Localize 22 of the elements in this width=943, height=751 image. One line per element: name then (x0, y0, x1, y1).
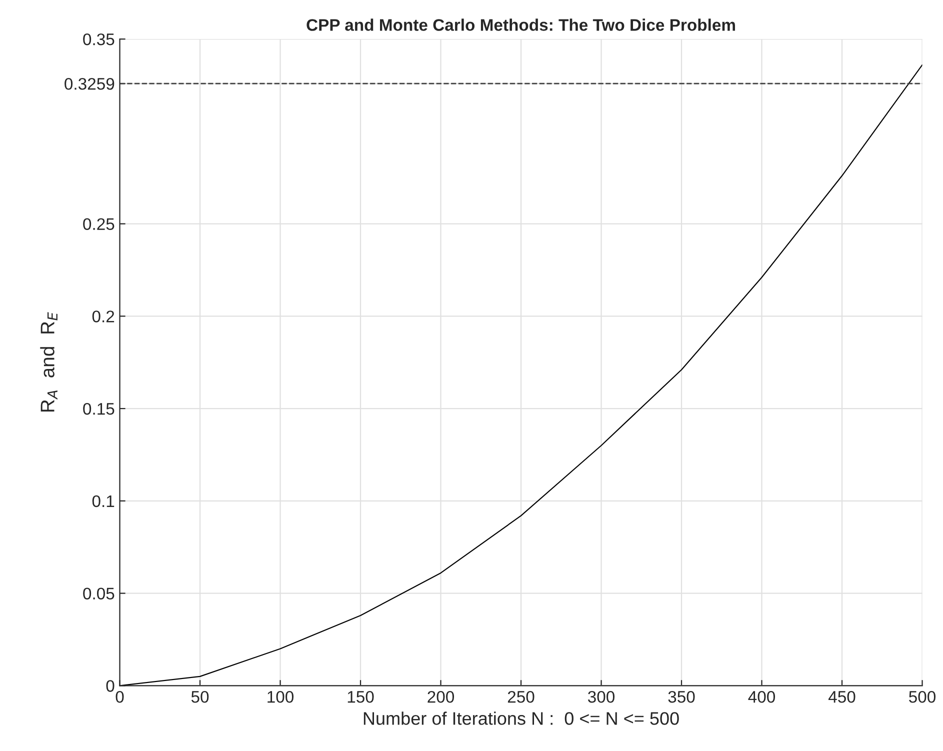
y-tick-label: 0 (106, 680, 114, 692)
x-axis-title: Number of Iterations N : 0 <= N <= 500 (364, 712, 679, 725)
x-tick-label: 400 (748, 690, 776, 703)
y-tick-label: 0.35 (83, 33, 114, 46)
x-tick-label: 300 (588, 690, 615, 703)
y-tick-label: 0.3259 (64, 78, 114, 90)
y-tick-label: 0.2 (92, 310, 114, 322)
x-tick-label: 100 (268, 690, 294, 703)
x-tick-label: 450 (828, 690, 856, 703)
x-tick-label: 350 (668, 690, 695, 703)
x-tick-label: 500 (909, 690, 936, 703)
y-tick-label: 0.25 (83, 218, 114, 230)
x-tick-label: 250 (508, 690, 534, 703)
y-tick-label: 0.1 (92, 495, 114, 508)
y-tick-label: 0.05 (83, 588, 114, 600)
chart-title: CPP and Monte Carlo Methods: The Two Dice Problem (306, 18, 735, 31)
x-tick-label: 200 (428, 690, 454, 703)
y-axis-title: R$_{A}$ and R$_{E}$ (40, 312, 58, 412)
x-tick-label: 150 (348, 690, 374, 703)
x-tick-label: 0 (116, 690, 124, 703)
x-tick-label: 50 (191, 690, 209, 703)
y-tick-label: 0.15 (83, 402, 114, 415)
